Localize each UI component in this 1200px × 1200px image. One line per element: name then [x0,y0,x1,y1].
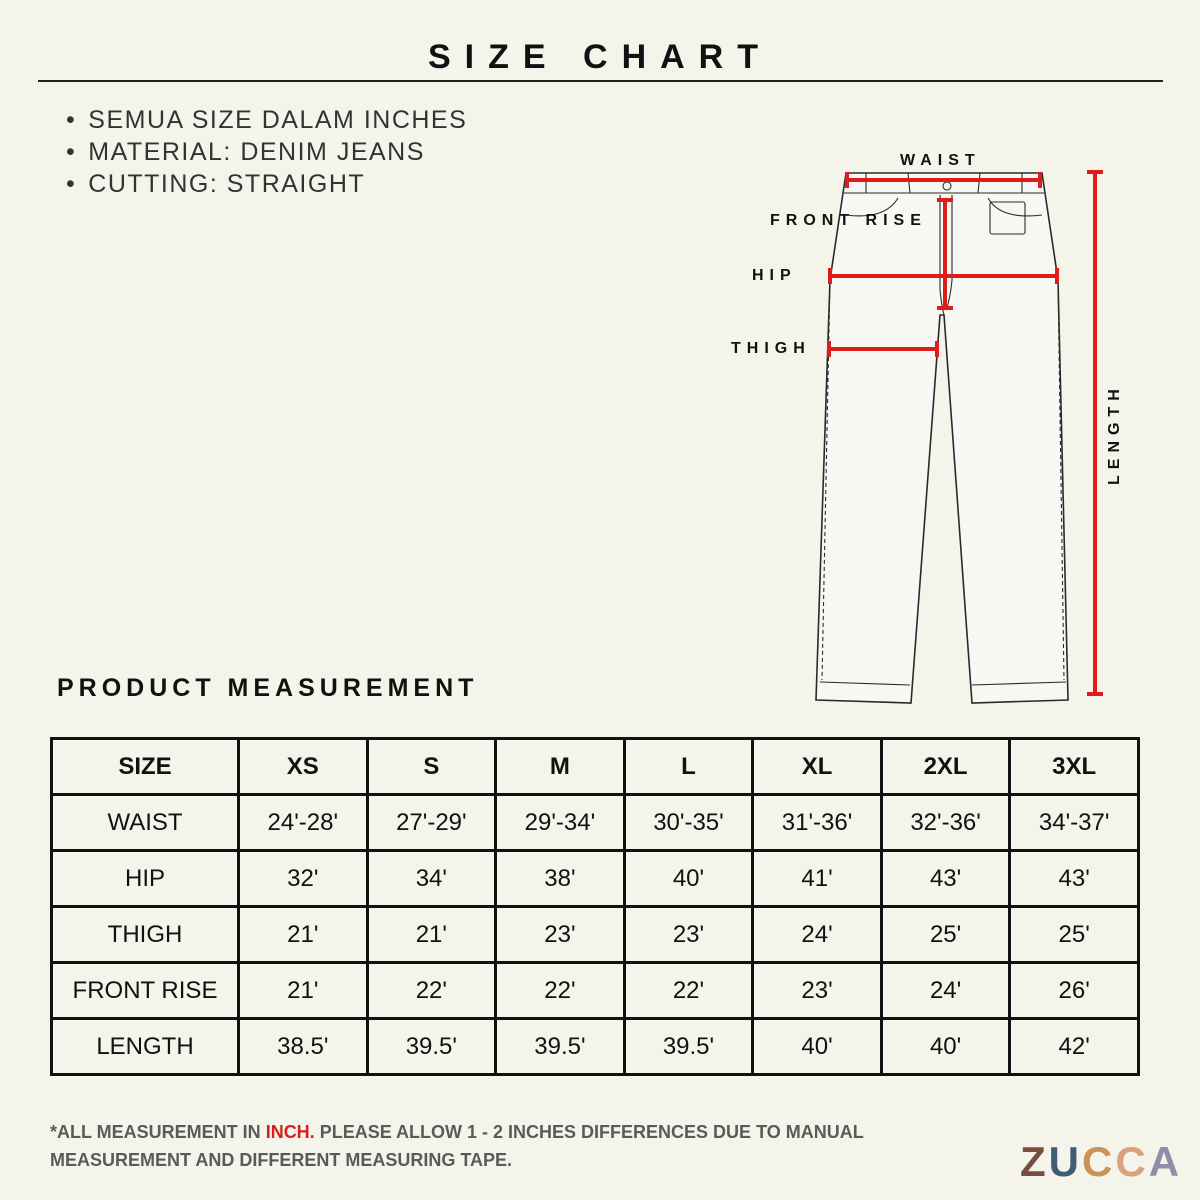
size-table: SIZE XS S M L XL 2XL 3XL WAIST 24'-28' 2… [50,737,1140,1076]
length-label: LENGTH [1106,383,1123,485]
table-cell: 39.5' [365,1017,498,1076]
logo-letter: Z [1020,1138,1049,1185]
table-cell: 24' [751,905,883,964]
header-cell: 2XL [879,737,1012,796]
logo-letter: C [1082,1138,1116,1185]
logo-letter: U [1048,1138,1082,1185]
table-row: LENGTH 38.5' 39.5' 39.5' 39.5' 40' 40' 4… [50,1017,1140,1076]
table-cell: 23' [622,905,755,964]
front-rise-label: FRONT RISE [770,212,927,229]
header-cell: 3XL [1008,737,1140,796]
table-cell: 24'-28' [237,793,369,852]
table-row: FRONT RISE 21' 22' 22' 22' 23' 24' 26' [50,961,1140,1020]
table-cell: 32'-36' [879,793,1012,852]
footnote-highlight: INCH. [265,1122,315,1142]
logo-letter: A [1148,1138,1183,1185]
logo-letter: C [1115,1138,1149,1185]
header-cell: XL [751,737,883,796]
table-cell: 43' [879,849,1012,908]
note-cutting: CUTTING: STRAIGHT [66,168,467,200]
table-cell: 34' [365,849,498,908]
thigh-label: THIGH [731,340,811,357]
table-cell: 42' [1008,1017,1140,1076]
table-cell: 40' [622,849,755,908]
front-rise-measure-line [937,198,953,310]
waist-label: WAIST [900,152,981,169]
thigh-measure-line [827,341,939,357]
note-material: MATERIAL: DENIM JEANS [66,136,467,168]
table-cell: 39.5' [622,1017,755,1076]
table-cell: 23' [494,905,626,964]
table-cell: 38.5' [237,1017,369,1076]
table-cell: 26' [1008,961,1140,1020]
header-cell: SIZE [50,737,240,796]
table-cell: 30'-35' [622,793,755,852]
notes-list: SEMUA SIZE DALAM INCHES MATERIAL: DENIM … [66,104,467,200]
table-cell: 29'-34' [494,793,626,852]
footnote: *ALL MEASUREMENT IN INCH. PLEASE ALLOW 1… [50,1118,870,1174]
length-measure-line [1087,170,1103,696]
table-cell: 31'-36' [751,793,883,852]
table-cell: 40' [879,1017,1012,1076]
measure-lines [827,170,1103,696]
table-cell: 24' [879,961,1012,1020]
header-cell: L [622,737,755,796]
footnote-prefix: *ALL MEASUREMENT IN [50,1122,266,1142]
table-cell: 39.5' [494,1017,626,1076]
table-cell: 38' [494,849,626,908]
footnote-suffix: PLEASE ALLOW 1 - 2 INCHES DIFFERENCES DU… [50,1122,864,1170]
table-cell: 27'-29' [365,793,498,852]
row-label-cell: THIGH [50,905,240,964]
table-cell: 22' [622,961,755,1020]
note-units: SEMUA SIZE DALAM INCHES [66,104,467,136]
table-cell: 43' [1008,849,1140,908]
header-cell: XS [237,737,369,796]
table-cell: 25' [879,905,1012,964]
row-label-cell: WAIST [50,793,240,852]
header-cell: M [494,737,626,796]
table-row: WAIST 24'-28' 27'-29' 29'-34' 30'-35' 31… [50,793,1140,852]
table-cell: 40' [751,1017,883,1076]
table-cell: 34'-37' [1008,793,1140,852]
section-title: PRODUCT MEASUREMENT [57,674,479,702]
row-label-cell: FRONT RISE [50,961,240,1020]
page-title: SIZE CHART [428,38,772,76]
table-cell: 21' [365,905,498,964]
brand-logo: ZUCCA [1020,1138,1182,1186]
table-cell: 41' [751,849,883,908]
waist-measure-line [845,172,1042,188]
table-cell: 21' [237,961,369,1020]
table-row: THIGH 21' 21' 23' 23' 24' 25' 25' [50,905,1140,964]
table-cell: 23' [751,961,883,1020]
hip-label: HIP [752,267,797,284]
jeans-diagram: WAIST FRONT RISE HIP THIGH LENGTH [700,140,1140,720]
table-cell: 25' [1008,905,1140,964]
table-cell: 22' [494,961,626,1020]
jeans-outline [815,172,1069,704]
header-cell: S [365,737,498,796]
table-cell: 22' [365,961,498,1020]
jeans-illustration [815,170,1103,704]
row-label-cell: LENGTH [50,1017,240,1076]
title-divider [38,80,1163,82]
table-header-row: SIZE XS S M L XL 2XL 3XL [50,737,1140,796]
table-row: HIP 32' 34' 38' 40' 41' 43' 43' [50,849,1140,908]
hip-measure-line [828,268,1059,284]
table-cell: 32' [237,849,369,908]
table-cell: 21' [237,905,369,964]
row-label-cell: HIP [50,849,240,908]
